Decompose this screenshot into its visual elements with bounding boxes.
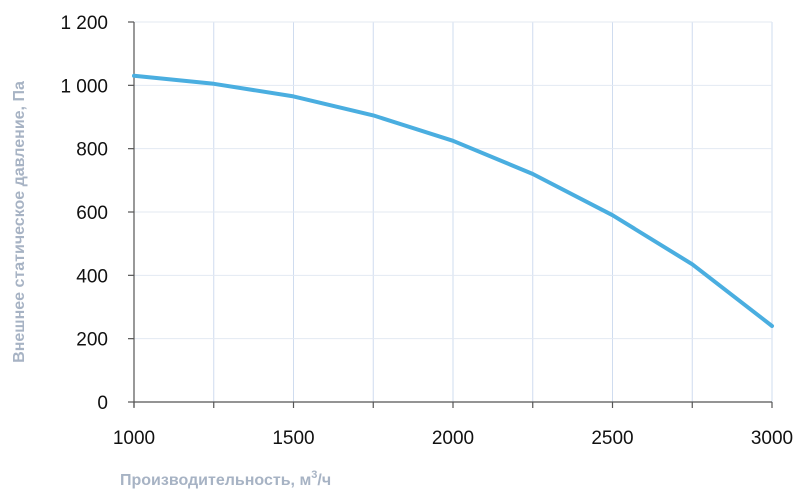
series-layer bbox=[132, 73, 774, 328]
axes bbox=[128, 21, 773, 408]
y-tick-label: 800 bbox=[76, 140, 108, 161]
y-tick-label: 1 200 bbox=[60, 13, 108, 34]
y-tick-label: 1 000 bbox=[60, 76, 108, 97]
x-axis-title: Производительность, м3/ч bbox=[120, 469, 331, 489]
x-axis-title-sup: 3 bbox=[311, 469, 317, 481]
y-tick-label: 0 bbox=[97, 393, 108, 414]
x-tick-label: 2000 bbox=[432, 428, 474, 449]
y-axis-title: Внешнее статическое давление, Па bbox=[11, 81, 28, 363]
series-line bbox=[132, 73, 774, 328]
y-tick-label: 200 bbox=[76, 330, 108, 351]
x-tick-label: 2500 bbox=[591, 428, 633, 449]
x-tick-label: 1500 bbox=[272, 428, 314, 449]
grid bbox=[134, 21, 773, 402]
y-tick-label: 400 bbox=[76, 266, 108, 287]
y-tick-label: 600 bbox=[76, 203, 108, 224]
x-tick-label: 3000 bbox=[751, 428, 793, 449]
x-tick-label: 1000 bbox=[113, 428, 155, 449]
x-axis-title-tail: /ч bbox=[317, 472, 331, 489]
x-axis-title-main: Производительность, м bbox=[120, 472, 311, 489]
